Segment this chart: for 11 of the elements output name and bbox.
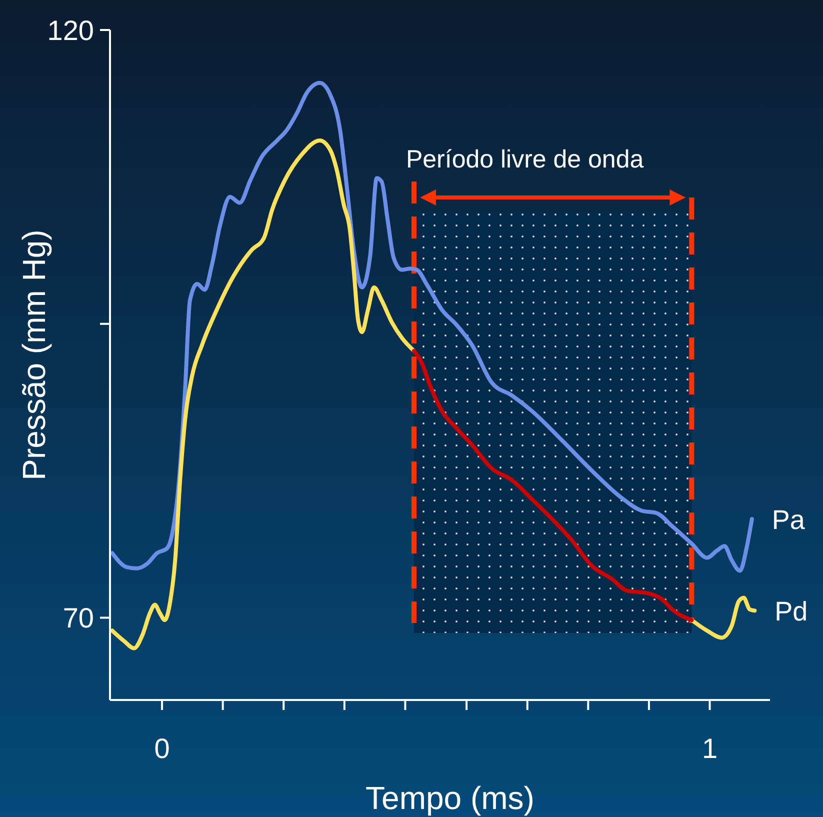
line-series — [110, 80, 754, 573]
band-label: Período livre de onda — [406, 146, 644, 174]
x-tick-label: 1 — [702, 733, 718, 764]
y-axis-title: Pressão (mm Hg) — [16, 230, 52, 480]
series-label: Pa — [772, 504, 806, 535]
series-label: Pd — [774, 596, 808, 627]
line-series — [412, 348, 694, 622]
x-axis-title: Tempo (ms) — [366, 780, 534, 816]
x-tick-label: 0 — [154, 733, 170, 764]
y-tick-label: 120 — [47, 14, 94, 46]
y-tick-label: 70 — [62, 602, 94, 634]
